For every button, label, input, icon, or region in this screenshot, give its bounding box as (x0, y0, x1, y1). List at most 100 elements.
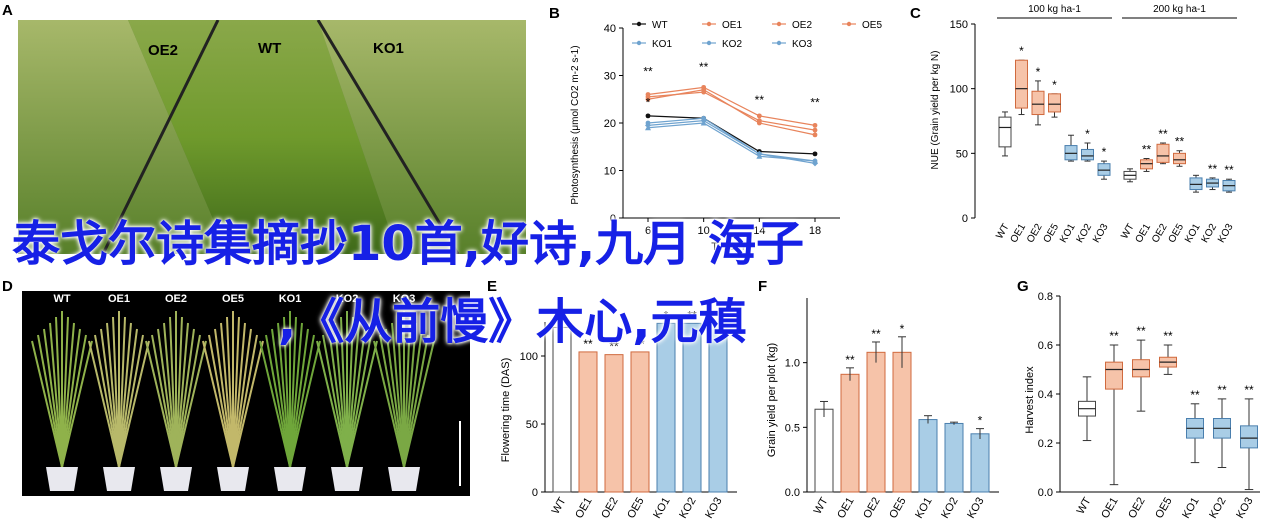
plant-label-oe5: OE5 (221, 293, 244, 305)
g-x-tick-label: OE2 (1126, 496, 1147, 521)
panel-f-label: F (758, 278, 768, 295)
plant-leaf-OE2 (175, 322, 189, 468)
b-point-OE5 (701, 84, 707, 90)
c-box-OE2 (1156, 143, 1170, 163)
plant-label-ko3: KO3 (392, 293, 416, 305)
c-sig-OE1: * (1019, 44, 1024, 58)
c-group-label: 100 kg ha-1 (1028, 4, 1081, 15)
f-bar-OE5 (892, 351, 912, 493)
c-box-OE2 (1031, 90, 1045, 116)
plant-pot-KO2 (331, 467, 363, 491)
b-point-OE5 (756, 113, 762, 119)
b-x-tick-label: 6 (645, 225, 651, 237)
plant-leaf-KO2 (346, 334, 372, 468)
b-point-OE2 (812, 132, 818, 138)
plant-pot-WT (46, 467, 78, 491)
g-x-tick-label: OE5 (1153, 496, 1174, 521)
b-legend-label-OE1: OE1 (722, 20, 742, 31)
f-x-tick-label: WT (812, 495, 831, 516)
overlay-title-line1: 泰戈尔诗集摘抄10首,好诗,九月 海子 (12, 216, 804, 272)
f-bar-KO1 (918, 419, 938, 493)
c-box-KO2 (1081, 148, 1094, 161)
plant-leaf-WT (61, 316, 69, 468)
e-x-tick-label: WT (550, 495, 569, 516)
plant-label-ko1: KO1 (278, 293, 302, 305)
b-point-OE2 (645, 96, 651, 102)
c-sig-OE2: * (1036, 65, 1041, 79)
g-box-OE2 (1132, 359, 1150, 378)
e-sig-KO2: ** (687, 308, 697, 322)
c-x-tick-label: OE5 (1167, 222, 1187, 245)
plot-label-oe2: OE2 (148, 42, 179, 59)
plant-leaf-OE5 (232, 328, 252, 468)
plant-leaf-KO3 (385, 328, 405, 468)
f-sig-OE2: ** (871, 327, 881, 341)
g-y-axis-title: Harvest index (1024, 366, 1036, 434)
c-y-tick-label: 0 (962, 213, 968, 225)
plant-leaf-OE1 (106, 322, 120, 468)
c-x-tick-label: OE1 (1009, 222, 1029, 245)
f-bar-KO2 (944, 422, 964, 493)
g-sig-OE2: ** (1136, 324, 1146, 338)
f-sig-OE5: * (900, 322, 905, 336)
b-point-OE5 (812, 122, 818, 128)
plant-leaf-KO1 (289, 334, 315, 468)
photosynthesis-line-chart: 0 10 20 30 40 6 10 14 18 Time (h) Photosynthesis (… (570, 20, 882, 253)
b-legend-label-OE2: OE2 (792, 20, 812, 31)
panel-a-label: A (2, 2, 13, 19)
b-series-line-KO1 (647, 122, 816, 162)
plant-leaf-KO2 (316, 340, 348, 468)
plant-leaf-KO2 (346, 340, 378, 468)
b-point-WT (645, 113, 651, 119)
c-box-OE1 (1015, 59, 1028, 109)
c-sig-KO2: * (1085, 127, 1090, 141)
e-y-axis-title: Flowering time (DAS) (500, 358, 512, 463)
plant-leaf-OE1 (118, 328, 138, 468)
plant-leaf-KO1 (289, 328, 309, 468)
plant-leaf-OE2 (151, 334, 177, 468)
plant-leaf-KO1 (289, 316, 297, 468)
c-x-tick-label: OE5 (1042, 222, 1062, 245)
b-legend-marker-KO1 (636, 40, 642, 46)
plot-label-wt: WT (258, 40, 282, 57)
b-point-OE2 (756, 120, 762, 126)
panel-g-label: G (1017, 278, 1029, 295)
b-y-tick-label: 0 (610, 213, 616, 225)
g-box-KO3 (1240, 425, 1258, 449)
f-x-tick-label: KO3 (965, 496, 986, 521)
c-sig-KO2: ** (1208, 162, 1218, 176)
f-x-tick-label: OE2 (861, 496, 882, 521)
plant-leaf-WT (37, 334, 63, 468)
b-point-OE5 (645, 92, 651, 97)
plant-leaf-KO2 (328, 328, 348, 468)
plant-leaf-KO2 (334, 322, 348, 468)
plant-leaf-OE1 (118, 334, 144, 468)
c-y-axis-title: NUE (Grain yield per kg N) (930, 51, 941, 170)
b-x-tick-label: 18 (809, 225, 821, 237)
e-bar-WT (552, 326, 572, 493)
plant-leaf-OE2 (163, 322, 177, 468)
b-series-line-OE5 (647, 86, 816, 126)
e-x-tick-label: OE2 (599, 496, 620, 521)
b-legend-marker-KO2 (706, 40, 712, 46)
f-bar-WT (814, 408, 834, 493)
plant-leaf-OE2 (145, 340, 177, 468)
b-legend-label-KO3: KO3 (792, 39, 812, 50)
f-sig-KO3: * (978, 414, 983, 428)
plant-leaf-KO1 (271, 328, 291, 468)
e-bar-KO2 (682, 322, 702, 493)
plant-leaf-KO3 (403, 334, 429, 468)
e-sig-OE1: ** (583, 337, 593, 351)
plant-leaf-KO2 (346, 322, 360, 468)
panel-e-label: E (487, 278, 498, 295)
b-series-line-KO2 (647, 120, 816, 164)
plant-leaf-OE1 (118, 340, 150, 468)
c-x-tick-label: KO2 (1200, 222, 1220, 245)
plant-leaf-OE1 (88, 340, 120, 468)
plant-leaf-WT (43, 328, 63, 468)
g-sig-KO2: ** (1217, 383, 1227, 397)
field-photo: OE2 WT KO1 (18, 20, 526, 254)
c-x-tick-label: KO1 (1058, 222, 1078, 245)
b-legend-marker-KO3 (776, 40, 782, 46)
g-y-tick-label: 0.0 (1038, 487, 1053, 499)
